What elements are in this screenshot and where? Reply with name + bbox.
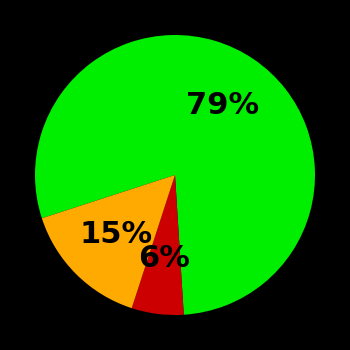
Text: 6%: 6% [139,244,190,273]
Wedge shape [132,175,184,315]
Wedge shape [42,175,175,308]
Wedge shape [35,35,315,315]
Text: 79%: 79% [186,91,259,120]
Text: 15%: 15% [79,220,152,249]
